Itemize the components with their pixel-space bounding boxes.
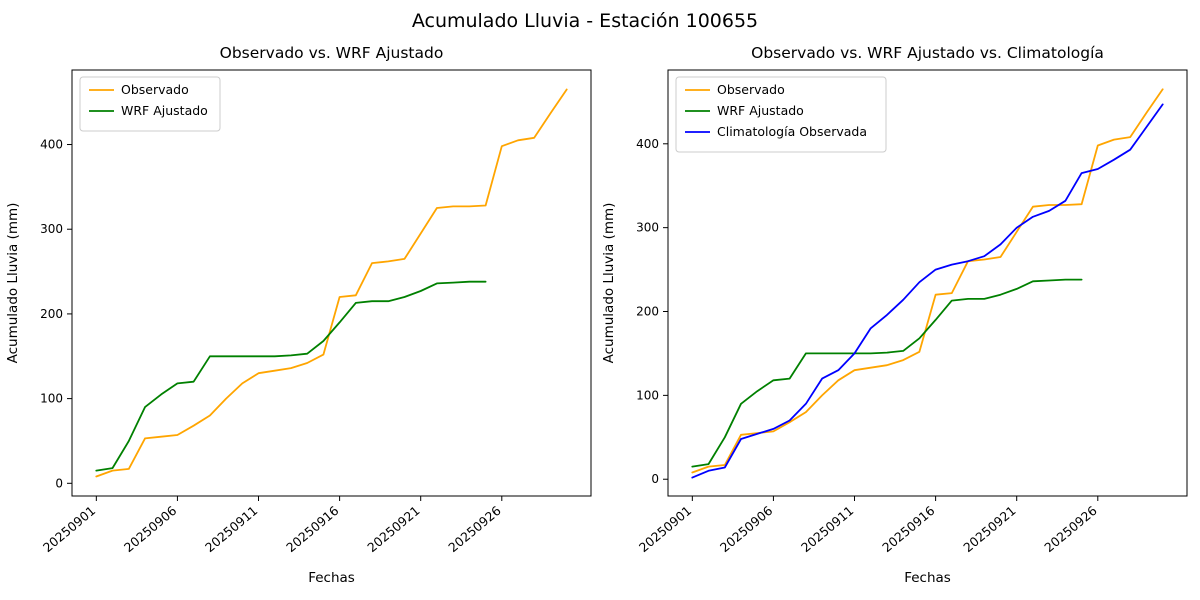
y-tick-label: 100 bbox=[636, 388, 659, 402]
y-tick-label: 300 bbox=[40, 222, 63, 236]
chart-svg: Observado vs. WRF Ajustado vs. Climatolo… bbox=[601, 44, 1188, 586]
y-tick-label: 0 bbox=[651, 472, 659, 486]
x-tick-label: 20250906 bbox=[121, 503, 179, 555]
x-axis-label: Fechas bbox=[308, 570, 355, 586]
axes-title: Observado vs. WRF Ajustado vs. Climatolo… bbox=[751, 44, 1104, 62]
y-tick-label: 400 bbox=[636, 137, 659, 151]
x-tick-label: 20250926 bbox=[445, 503, 503, 555]
x-tick-label: 20250911 bbox=[798, 503, 856, 555]
x-tick-label: 20250916 bbox=[879, 503, 937, 555]
legend-box bbox=[675, 76, 887, 153]
x-tick-label: 20250916 bbox=[283, 503, 341, 555]
series-line-wrf-ajustado bbox=[691, 278, 1083, 468]
x-axis-label: Fechas bbox=[904, 570, 951, 586]
y-tick-label: 100 bbox=[40, 392, 63, 406]
series-line-climatolog-a-observada bbox=[691, 103, 1164, 479]
x-tick-label: 20250926 bbox=[1041, 503, 1099, 555]
y-tick-label: 300 bbox=[636, 221, 659, 235]
x-tick-label: 20250901 bbox=[40, 503, 98, 555]
series-line-observado bbox=[691, 88, 1164, 474]
y-tick-label: 200 bbox=[636, 305, 659, 319]
y-tick-label: 200 bbox=[40, 307, 63, 321]
legend-label: WRF Ajustado bbox=[121, 103, 208, 118]
y-axis-label: Acumulado Lluvia (mm) bbox=[5, 203, 21, 364]
legend-label: Observado bbox=[717, 82, 785, 97]
subplot-observado-wrf: Observado vs. WRF Ajustado 0 100 200 300 400 2… bbox=[0, 40, 600, 598]
y-axis-label: Acumulado Lluvia (mm) bbox=[601, 203, 617, 364]
x-tick-label: 20250901 bbox=[636, 503, 694, 555]
legend-label: Climatología Observada bbox=[717, 124, 867, 139]
y-tick-label: 400 bbox=[40, 138, 63, 152]
legend-label: Observado bbox=[121, 82, 189, 97]
x-tick-label: 20250906 bbox=[717, 503, 775, 555]
series-line-observado bbox=[95, 88, 568, 478]
axes-title: Observado vs. WRF Ajustado bbox=[220, 44, 444, 62]
plot-area bbox=[667, 69, 1188, 497]
x-tick-label: 20250921 bbox=[364, 503, 422, 555]
x-tick-label: 20250911 bbox=[202, 503, 260, 555]
legend-box bbox=[79, 76, 221, 132]
x-tick-label: 20250921 bbox=[960, 503, 1018, 555]
chart-svg: Observado vs. WRF Ajustado 0 100 200 300 400 2… bbox=[5, 44, 592, 586]
figure-title: Acumulado Lluvia - Estación 100655 bbox=[411, 10, 759, 32]
plot-area bbox=[71, 69, 592, 497]
y-tick-label: 0 bbox=[55, 476, 63, 490]
series-line-wrf-ajustado bbox=[95, 280, 487, 472]
subplot-observado-wrf-climatologia: Observado vs. WRF Ajustado vs. Climatolo… bbox=[596, 40, 1196, 598]
legend-label: WRF Ajustado bbox=[717, 103, 804, 118]
